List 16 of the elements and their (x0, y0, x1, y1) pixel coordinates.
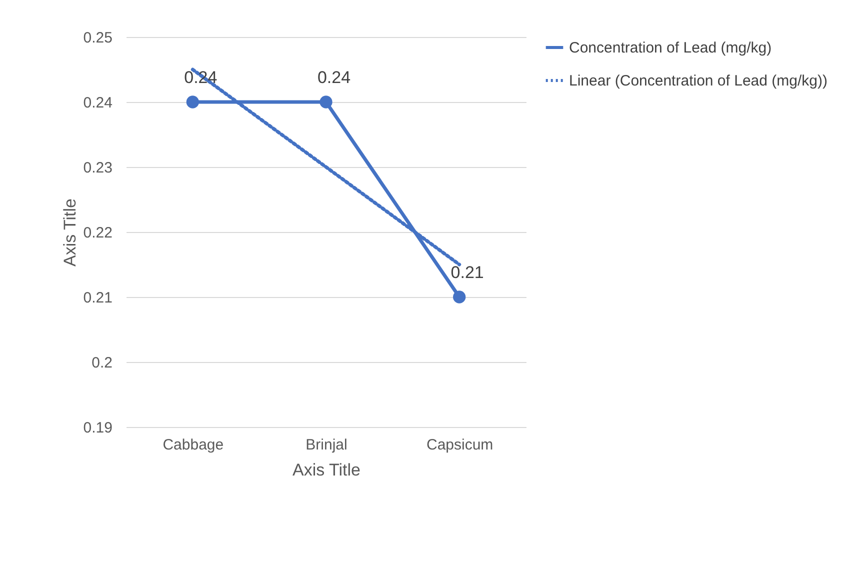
y-tick-label: 0.25 (83, 30, 112, 46)
y-tick-label: 0.23 (83, 160, 112, 176)
y-tick-label: 0.24 (83, 94, 112, 112)
x-axis-title: Axis Title (292, 460, 361, 480)
y-axis-title: Axis Title (60, 198, 80, 267)
x-tick-label: Capsicum (426, 436, 494, 454)
legend-label: Concentration of Lead (mg/kg) (569, 40, 772, 56)
y-tick-label: 0.2 (92, 354, 112, 372)
x-tick-label: Cabbage (162, 436, 224, 454)
legend-label: Linear (Concentration of Lead (mg/kg)) (569, 72, 828, 90)
y-tick-label: 0.21 (83, 290, 112, 306)
y-tick-label: 0.19 (83, 420, 112, 436)
data-label: 0.24 (317, 68, 351, 87)
y-tick-label: 0.22 (83, 224, 112, 242)
x-tick-label: Brinjal (306, 436, 348, 454)
data-label: 0.21 (450, 263, 484, 282)
